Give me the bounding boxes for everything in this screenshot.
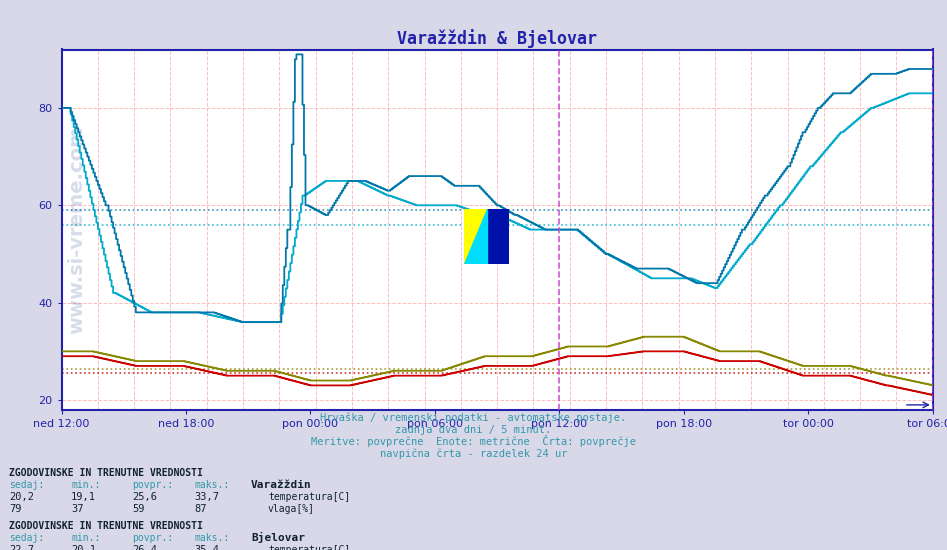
Text: ZGODOVINSKE IN TRENUTNE VREDNOSTI: ZGODOVINSKE IN TRENUTNE VREDNOSTI [9, 520, 204, 531]
Text: sedaj:: sedaj: [9, 480, 45, 490]
Text: temperatura[C]: temperatura[C] [268, 492, 350, 502]
Text: navpična črta - razdelek 24 ur: navpična črta - razdelek 24 ur [380, 449, 567, 459]
Text: 59: 59 [133, 504, 145, 514]
Text: 87: 87 [194, 504, 206, 514]
Text: maks.:: maks.: [194, 532, 229, 543]
Polygon shape [464, 209, 487, 264]
Text: povpr.:: povpr.: [133, 532, 173, 543]
Title: Varažždin & Bjelovar: Varažždin & Bjelovar [397, 29, 598, 48]
Text: Hrvaška / vremenski podatki - avtomatske postaje.: Hrvaška / vremenski podatki - avtomatske… [320, 412, 627, 423]
Text: 19,1: 19,1 [71, 492, 96, 502]
Text: Meritve: povprečne  Enote: metrične  Črta: povprečje: Meritve: povprečne Enote: metrične Črta:… [311, 435, 636, 447]
Text: zadnja dva dni / 5 minut.: zadnja dva dni / 5 minut. [396, 425, 551, 435]
Text: 20,2: 20,2 [9, 492, 34, 502]
Polygon shape [464, 209, 487, 264]
Text: maks.:: maks.: [194, 480, 229, 490]
Text: 22,7: 22,7 [9, 544, 34, 550]
Text: 25,6: 25,6 [133, 492, 157, 502]
Text: ZGODOVINSKE IN TRENUTNE VREDNOSTI: ZGODOVINSKE IN TRENUTNE VREDNOSTI [9, 468, 204, 478]
Text: 33,7: 33,7 [194, 492, 219, 502]
Text: sedaj:: sedaj: [9, 532, 45, 543]
Text: povpr.:: povpr.: [133, 480, 173, 490]
Text: 20,1: 20,1 [71, 544, 96, 550]
Text: 35,4: 35,4 [194, 544, 219, 550]
Text: min.:: min.: [71, 532, 100, 543]
Text: 26,4: 26,4 [133, 544, 157, 550]
Text: 37: 37 [71, 504, 83, 514]
Text: Bjelovar: Bjelovar [251, 532, 305, 543]
Text: Varažždin: Varažždin [251, 480, 312, 490]
Text: min.:: min.: [71, 480, 100, 490]
Text: temperatura[C]: temperatura[C] [268, 544, 350, 550]
Text: 79: 79 [9, 504, 22, 514]
Text: vlaga[%]: vlaga[%] [268, 504, 315, 514]
Text: www.si-vreme.com: www.si-vreme.com [68, 125, 87, 334]
